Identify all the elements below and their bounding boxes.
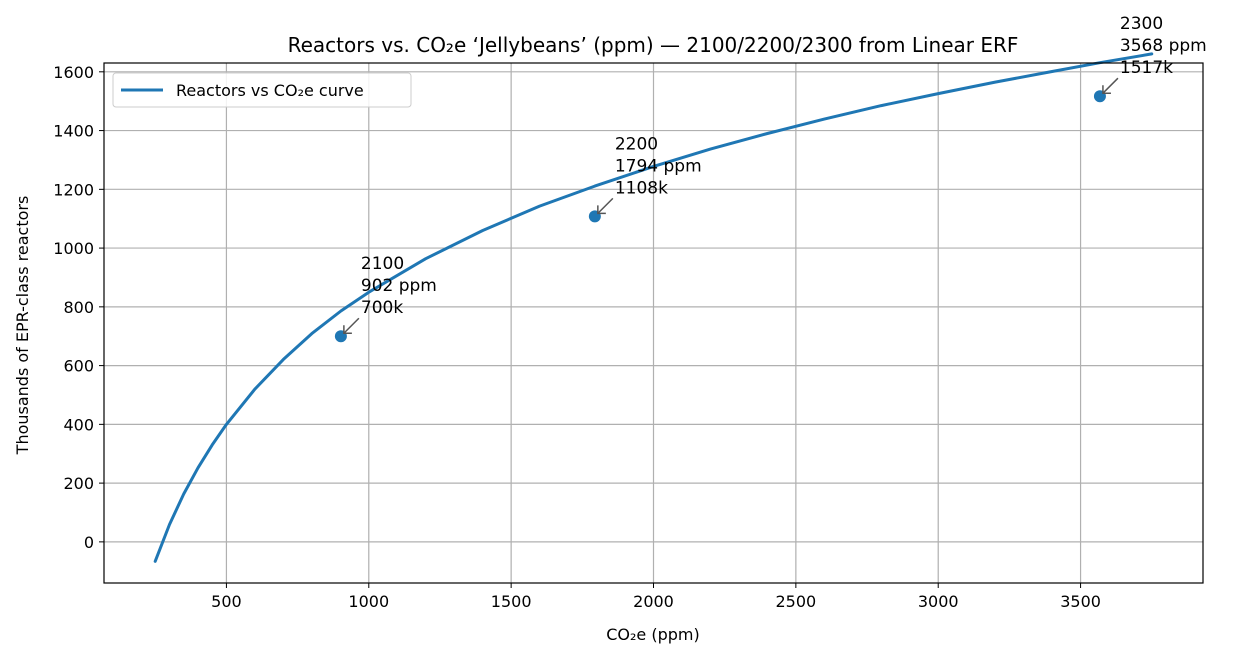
x-tick-label: 1500 (491, 592, 532, 611)
y-tick-label: 1600 (53, 63, 94, 82)
grid (104, 63, 1203, 583)
y-tick-label: 800 (63, 298, 94, 317)
annotation-label: 2200 (615, 134, 658, 154)
series-layer (153, 52, 1154, 563)
annotation-label: 1108k (615, 178, 668, 198)
x-tick-label: 3000 (918, 592, 959, 611)
y-axis-label: Thousands of EPR-class reactors (13, 196, 32, 456)
y-tick-label: 200 (63, 474, 94, 493)
annotation-label: 1517k (1120, 58, 1173, 78)
annotation-arrow (343, 317, 360, 334)
annotation-arrowhead (343, 325, 352, 334)
legend-label: Reactors vs CO₂e curve (176, 81, 364, 100)
annotation-arrowhead (1102, 85, 1111, 94)
ticks: 500 1000 1500 2000 2500 3000 3500 0 200 400 600 800… (53, 63, 1101, 611)
y-tick-label: 400 (63, 415, 94, 434)
annotation-label: 1794 ppm (615, 156, 702, 176)
annotation-arrow (1102, 77, 1119, 94)
y-tick-label: 0 (84, 533, 94, 552)
x-tick-label: 500 (211, 592, 242, 611)
y-tick-label: 1000 (53, 239, 94, 258)
legend-box (112, 72, 412, 108)
x-tick-label: 2500 (775, 592, 816, 611)
annotation-label: 700k (361, 298, 403, 318)
annotation-arrowhead (597, 205, 606, 215)
legend: Reactors vs CO₂e curve (112, 72, 412, 108)
x-tick-label: 1000 (348, 592, 389, 611)
x-tick-label: 3500 (1060, 592, 1101, 611)
x-axis-label: CO₂e (ppm) (606, 625, 700, 644)
x-tick-label: 2000 (633, 592, 674, 611)
annotation-arrow (597, 197, 614, 214)
annotation-label: 902 ppm (361, 276, 437, 296)
y-tick-label: 1400 (53, 122, 94, 141)
annotation-label: 2100 (361, 254, 404, 274)
annotation-label: 3568 ppm (1120, 36, 1207, 56)
y-tick-label: 1200 (53, 180, 94, 199)
annotation-label: 2300 (1120, 14, 1163, 34)
series-line (153, 52, 1154, 563)
y-tick-label: 600 (63, 357, 94, 376)
chart-title: Reactors vs. CO₂e ‘Jellybeans’ (ppm) — 2… (288, 33, 1019, 57)
